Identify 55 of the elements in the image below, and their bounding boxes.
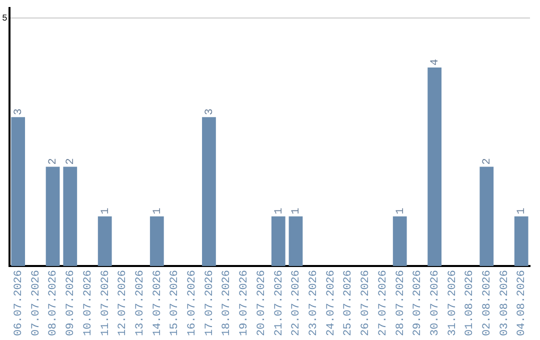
bar: [288, 216, 303, 266]
data-label: 1: [290, 207, 303, 214]
x-tick-label: 12.07.2026: [117, 270, 130, 336]
x-tick-label: 17.07.2026: [204, 270, 216, 336]
bar: [480, 166, 494, 266]
x-tick-label: 11.07.2026: [100, 270, 112, 336]
x-tick-label: 21.07.2026: [273, 270, 286, 336]
x-tick-label: 10.07.2026: [82, 270, 94, 336]
x-tick-label: 13.07.2026: [134, 270, 146, 336]
bar: [63, 166, 78, 266]
data-label: 2: [65, 158, 78, 165]
data-label: 1: [516, 207, 528, 214]
bar: [46, 166, 60, 266]
bar: [514, 216, 528, 266]
x-tick-label: 28.07.2026: [394, 270, 407, 336]
x-tick-label: 04.08.2026: [516, 270, 528, 336]
bar: [202, 117, 216, 266]
x-tick-label: 18.07.2026: [221, 270, 234, 336]
x-tick-label: 09.07.2026: [65, 270, 78, 336]
x-tick-label: 15.07.2026: [169, 270, 182, 336]
x-tick-label: 30.07.2026: [429, 270, 442, 336]
data-label: 3: [204, 108, 216, 116]
x-tick-label: 03.08.2026: [498, 270, 511, 336]
x-tick-label: 07.07.2026: [30, 270, 42, 336]
x-tick-label: 19.07.2026: [238, 270, 251, 336]
x-tick-label: 23.07.2026: [308, 270, 320, 336]
x-tick-label: 02.08.2026: [482, 270, 494, 336]
bar: [428, 68, 442, 266]
data-label: 4: [429, 58, 442, 66]
data-label: 1: [394, 207, 407, 214]
x-tick-label: 01.08.2026: [464, 270, 476, 336]
x-tick-label: 29.07.2026: [412, 270, 424, 336]
data-label: 3: [12, 108, 25, 116]
bar: [271, 216, 286, 266]
y-tick-label: 5: [2, 13, 8, 24]
x-tick-label: 26.07.2026: [360, 270, 372, 336]
x-tick-label: 25.07.2026: [342, 270, 355, 336]
x-tick-label: 16.07.2026: [186, 270, 199, 336]
bar: [392, 216, 407, 266]
x-tick-label: 06.07.2026: [12, 270, 25, 336]
data-label: 1: [100, 207, 112, 214]
bar: [11, 117, 26, 266]
bar: [98, 216, 112, 266]
bar: [150, 216, 164, 266]
x-tick-label: 27.07.2026: [377, 270, 390, 336]
x-tick-label: 14.07.2026: [152, 270, 164, 336]
x-tick-label: 24.07.2026: [325, 270, 338, 336]
data-label: 1: [152, 207, 164, 214]
data-label: 1: [273, 207, 286, 214]
x-tick-label: 08.07.2026: [48, 270, 60, 336]
x-tick-label: 22.07.2026: [290, 270, 303, 336]
data-label: 2: [482, 158, 494, 165]
x-tick-label: 20.07.2026: [256, 270, 268, 336]
x-tick-label: 31.07.2026: [446, 270, 459, 336]
data-label: 2: [48, 158, 60, 165]
